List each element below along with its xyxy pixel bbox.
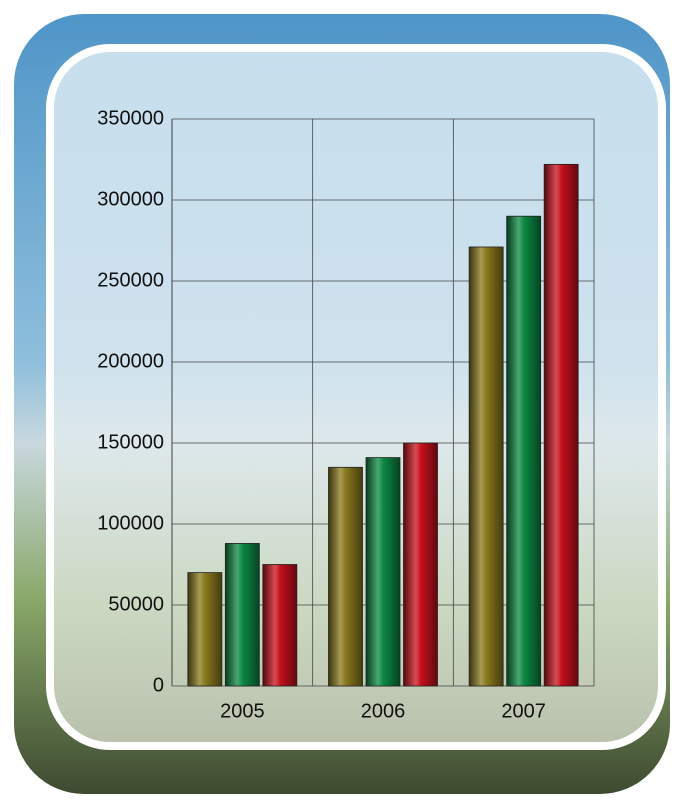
y-tick-label: 300000 [97, 188, 164, 210]
y-tick-label: 200000 [97, 350, 164, 372]
body: 0 50000 100000 150000 200000 250000 300000 3500… [0, 0, 684, 809]
chart: 0 50000 100000 150000 200000 250000 300000 3500… [0, 0, 684, 809]
bar [404, 443, 438, 686]
bar [329, 467, 363, 686]
y-tick-label: 50000 [108, 593, 164, 615]
bar [366, 458, 400, 686]
bar [469, 247, 503, 686]
bar [544, 164, 578, 686]
y-tick-label: 250000 [97, 269, 164, 291]
y-tick-label: 100000 [97, 512, 164, 534]
bar [188, 573, 222, 686]
bar [507, 216, 541, 686]
bar [225, 543, 259, 686]
y-tick-label: 150000 [97, 431, 164, 453]
page: {"chart_data": {"type": "bar", "categori… [0, 0, 684, 809]
x-tick-label: 2007 [501, 700, 546, 722]
y-tick-label: 350000 [97, 107, 164, 129]
y-tick-label: 0 [153, 674, 164, 696]
x-tick-label: 2006 [361, 700, 406, 722]
x-tick-label: 2005 [220, 700, 265, 722]
bar [263, 565, 297, 687]
